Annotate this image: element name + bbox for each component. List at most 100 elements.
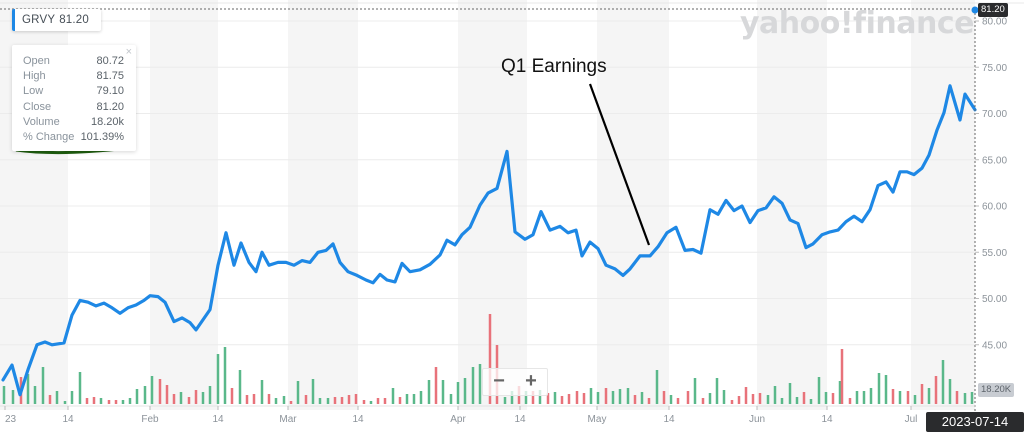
- y-tick-label: 55.00: [982, 248, 1007, 259]
- volume-bar: [289, 401, 293, 404]
- volume-bar: [553, 392, 557, 404]
- volume-bar: [463, 378, 467, 404]
- volume-bar: [70, 391, 74, 404]
- volume-bar: [934, 376, 938, 404]
- volume-bar: [78, 372, 82, 404]
- volume-bar: [838, 381, 842, 404]
- ticker-badge[interactable]: GRVY 81.20: [12, 9, 101, 31]
- volume-bar: [326, 398, 330, 404]
- close-icon[interactable]: ×: [125, 46, 132, 58]
- x-tick-label: May: [588, 414, 607, 425]
- last-price-dot: [971, 6, 979, 14]
- ohlc-label: Low: [23, 85, 44, 97]
- volume-bar: [252, 394, 256, 404]
- volume-bar: [245, 395, 249, 404]
- volume-bar: [626, 388, 630, 404]
- zoom-in-button[interactable]: +: [525, 370, 537, 392]
- volume-bar: [274, 398, 278, 404]
- ohlc-panel: × Open 80.72 High 81.75 Low 79.10 Close 81.2…: [12, 45, 136, 151]
- volume-bar: [99, 398, 103, 404]
- ohlc-label: Volume: [23, 116, 60, 128]
- volume-bar: [582, 393, 586, 404]
- volume-bar: [63, 401, 67, 404]
- q1-earnings-annotation: Q1 Earnings: [501, 56, 607, 77]
- x-tick-label: Feb: [141, 414, 159, 425]
- ohlc-row-high: High 81.75: [23, 69, 124, 84]
- y-tick-label: 50.00: [982, 294, 1007, 305]
- period-band: [288, 0, 358, 410]
- x-tick-label: 14: [352, 414, 364, 425]
- volume-bar: [655, 370, 659, 404]
- volume-bar: [471, 367, 475, 404]
- y-tick-label: 45.00: [982, 340, 1007, 351]
- ohlc-label: Close: [23, 101, 52, 113]
- volume-bar: [85, 398, 89, 404]
- volume-bar: [817, 377, 821, 404]
- ohlc-label: High: [23, 70, 46, 82]
- x-tick-label: 14: [212, 414, 224, 425]
- volume-bar: [488, 314, 492, 404]
- ticker-symbol: GRVY: [22, 14, 56, 26]
- volume-bar: [33, 386, 37, 404]
- volume-bar: [662, 391, 666, 404]
- volume-bar: [722, 390, 726, 404]
- zoom-controls: − +: [482, 368, 548, 396]
- volume-bar: [567, 394, 571, 404]
- volume-bar: [686, 391, 690, 404]
- x-tick-label: 14: [62, 414, 74, 425]
- ohlc-value: 18.20k: [90, 116, 124, 128]
- volume-bar: [347, 395, 351, 404]
- volume-bar: [194, 390, 198, 404]
- volume-bar: [333, 397, 337, 404]
- volume-bar: [693, 378, 697, 404]
- volume-bar: [456, 382, 460, 404]
- period-band: [150, 0, 218, 410]
- volume-bar: [510, 391, 514, 404]
- volume-bar: [238, 370, 242, 404]
- x-tick-label: Mar: [279, 414, 297, 425]
- volume-bar: [391, 388, 395, 404]
- volume-bar: [676, 398, 680, 404]
- current-volume-label: 18.20K: [978, 383, 1015, 397]
- current-price-label: 81.20: [978, 3, 1008, 17]
- volume-bar: [795, 397, 799, 404]
- volume-bar: [891, 389, 895, 404]
- volume-bar: [618, 389, 622, 404]
- volume-bar: [647, 398, 651, 404]
- volume-bar: [744, 387, 748, 404]
- volume-bar: [449, 394, 453, 404]
- y-tick-label: 75.00: [982, 63, 1007, 74]
- volume-bar: [230, 388, 234, 404]
- ohlc-row-close: Close 81.20: [23, 100, 124, 115]
- volume-bar: [398, 397, 402, 404]
- volume-bar: [531, 391, 535, 404]
- y-tick-label: 60.00: [982, 202, 1007, 213]
- volume-bar: [809, 399, 813, 404]
- ohlc-value: 81.20: [96, 101, 124, 113]
- volume-bar: [187, 397, 191, 404]
- volume-bar: [824, 392, 828, 404]
- volume-bar: [41, 367, 45, 404]
- y-tick-label: 65.00: [982, 155, 1007, 166]
- volume-bar: [304, 395, 308, 404]
- volume-bar: [216, 354, 220, 404]
- period-band: [597, 0, 669, 410]
- volume-bar: [318, 398, 322, 404]
- volume-bar: [596, 392, 600, 404]
- volume-bar: [715, 378, 719, 404]
- volume-bar: [383, 398, 387, 404]
- zoom-out-button[interactable]: −: [493, 370, 505, 392]
- volume-bar: [611, 391, 615, 404]
- volume-bar: [92, 397, 96, 404]
- period-bands: [0, 0, 1024, 410]
- volume-bar: [107, 400, 111, 404]
- volume-bar: [730, 400, 734, 404]
- volume-bar: [773, 386, 777, 404]
- ohlc-value: 80.72: [96, 55, 124, 67]
- volume-bar: [840, 349, 844, 404]
- ohlc-row-volume: Volume 18.20k: [23, 115, 124, 130]
- volume-bar: [575, 391, 579, 404]
- volume-bar: [758, 393, 762, 404]
- volume-bars: [2, 314, 974, 404]
